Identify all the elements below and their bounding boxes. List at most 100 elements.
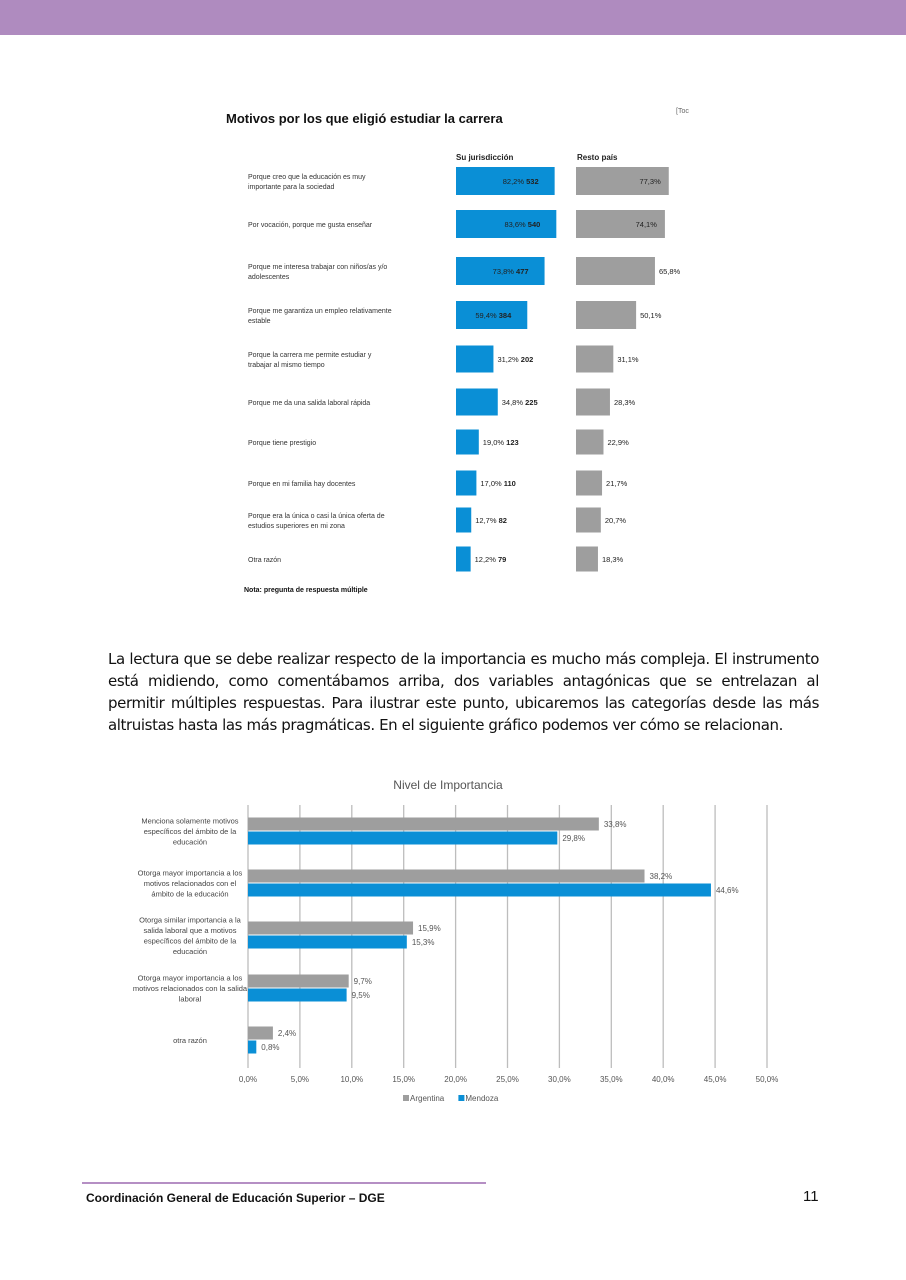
category-label: ámbito de la educación — [151, 890, 228, 899]
data-label: 65,8% — [659, 267, 681, 276]
x-tick-label: 5,0% — [291, 1075, 309, 1084]
category-label: Otorga mayor importancia a los — [138, 869, 243, 878]
percent-label: 12,7% — [475, 516, 498, 525]
data-label: 9,7% — [354, 977, 372, 986]
category-label: Porque me garantiza un empleo relativame… — [248, 308, 392, 315]
bar-resto-pais — [576, 167, 669, 195]
data-label: 59,4% 384 — [475, 311, 512, 320]
x-tick-label: 0,0% — [239, 1075, 257, 1084]
category-label: Porque me interesa trabajar con niños/as… — [248, 264, 387, 271]
category-label: motivos relacionados con el — [144, 879, 237, 888]
data-label: 31,1% — [617, 355, 639, 364]
data-label: 17,0% 110 — [480, 479, 515, 488]
category-label: educación — [173, 947, 207, 956]
chart-title: Nivel de Importancia — [393, 778, 503, 792]
data-label: 33,8% — [604, 820, 627, 829]
bar-jurisdiccion — [456, 546, 471, 572]
category-label: Porque era la única o casi la única ofer… — [248, 513, 385, 520]
bar-jurisdiccion — [456, 507, 472, 533]
category-label: Porque la carrera me permite estudiar y — [248, 352, 372, 359]
series-header: Resto país — [577, 153, 618, 162]
category-label: Otorga similar importancia a la — [139, 915, 242, 924]
percent-label: 82,2% — [503, 177, 526, 186]
x-tick-label: 30,0% — [548, 1075, 571, 1084]
data-label: 74,1% — [636, 220, 658, 229]
bar-resto-pais — [576, 388, 610, 416]
bar-jurisdiccion — [456, 167, 555, 195]
bar-resto-pais — [576, 345, 614, 373]
corner-tag: [Toc — [676, 108, 689, 115]
bar-jurisdiccion — [456, 429, 479, 455]
series-header: Su jurisdicción — [456, 153, 513, 162]
footer-text: Coordinación General de Educación Superi… — [86, 1191, 385, 1205]
bar-argentina — [248, 817, 599, 831]
page-number: 11 — [803, 1188, 819, 1205]
bar-jurisdiccion — [456, 301, 528, 329]
bar-jurisdiccion — [456, 257, 545, 285]
category-label: Por vocación, porque me gusta enseñar — [248, 222, 373, 229]
count-label: 384 — [499, 311, 512, 320]
percent-label: 19,0% — [483, 438, 506, 447]
data-label: 18,3% — [602, 555, 624, 564]
count-label: 79 — [498, 555, 506, 564]
data-label: 82,2% 532 — [503, 177, 539, 186]
chart-title: Motivos por los que eligió estudiar la c… — [226, 111, 503, 126]
bar-resto-pais — [576, 257, 655, 285]
x-tick-label: 20,0% — [444, 1075, 467, 1084]
count-label: 225 — [525, 398, 538, 407]
data-label: 29,8% — [562, 834, 585, 843]
percent-label: 17,0% — [480, 479, 503, 488]
percent-label: 31,2% — [497, 355, 520, 364]
bar-mendoza — [248, 988, 347, 1002]
category-label: Porque en mi familia hay docentes — [248, 481, 356, 488]
bar-argentina — [248, 869, 645, 883]
category-label: Otorga mayor importancia a los — [138, 974, 243, 983]
x-tick-label: 50,0% — [756, 1075, 779, 1084]
category-label: específicos del ámbito de la — [144, 936, 237, 945]
count-label: 202 — [521, 355, 534, 364]
category-label: salida laboral que a motivos — [144, 926, 237, 935]
footer-divider — [82, 1182, 486, 1184]
data-label: 38,2% — [650, 872, 673, 881]
bar-jurisdiccion — [456, 210, 557, 238]
bar-mendoza — [248, 831, 558, 845]
data-label: 34,8% 225 — [502, 398, 538, 407]
data-label: 0,8% — [261, 1043, 279, 1052]
x-tick-label: 10,0% — [340, 1075, 363, 1084]
category-label: Menciona solamente motivos — [141, 817, 238, 826]
bar-resto-pais — [576, 507, 601, 533]
x-tick-label: 40,0% — [652, 1075, 675, 1084]
bar-argentina — [248, 921, 414, 935]
x-tick-label: 15,0% — [392, 1075, 415, 1084]
bar-resto-pais — [576, 546, 598, 572]
data-label: 73,8% 477 — [493, 267, 529, 276]
data-label: 83,6% 540 — [504, 220, 540, 229]
category-label: motivos relacionados con la salida — [133, 984, 248, 993]
motivos-chart: Motivos por los que eligió estudiar la c… — [226, 108, 689, 594]
bar-mendoza — [248, 935, 407, 949]
category-label: estable — [248, 318, 271, 325]
category-label: Porque creo que la educación es muy — [248, 174, 366, 181]
x-tick-label: 25,0% — [496, 1075, 519, 1084]
data-label: 21,7% — [606, 479, 628, 488]
bar-resto-pais — [576, 301, 637, 329]
header-band — [0, 0, 906, 35]
count-label: 540 — [528, 220, 541, 229]
bar-jurisdiccion — [456, 345, 494, 373]
category-label: adolescentes — [248, 274, 290, 281]
data-label: 28,3% — [614, 398, 636, 407]
percent-label: 59,4% — [475, 311, 498, 320]
data-label: 50,1% — [640, 311, 662, 320]
category-label: importante para la sociedad — [248, 184, 334, 191]
data-label: 15,3% — [412, 938, 435, 947]
percent-label: 73,8% — [493, 267, 516, 276]
data-label: 15,9% — [418, 924, 441, 933]
legend-label: Mendoza — [465, 1094, 498, 1103]
percent-label: 83,6% — [504, 220, 527, 229]
data-label: 77,3% — [639, 177, 661, 186]
bar-jurisdiccion — [456, 388, 498, 416]
count-label: 123 — [506, 438, 519, 447]
percent-label: 34,8% — [502, 398, 525, 407]
bar-mendoza — [248, 1040, 257, 1054]
